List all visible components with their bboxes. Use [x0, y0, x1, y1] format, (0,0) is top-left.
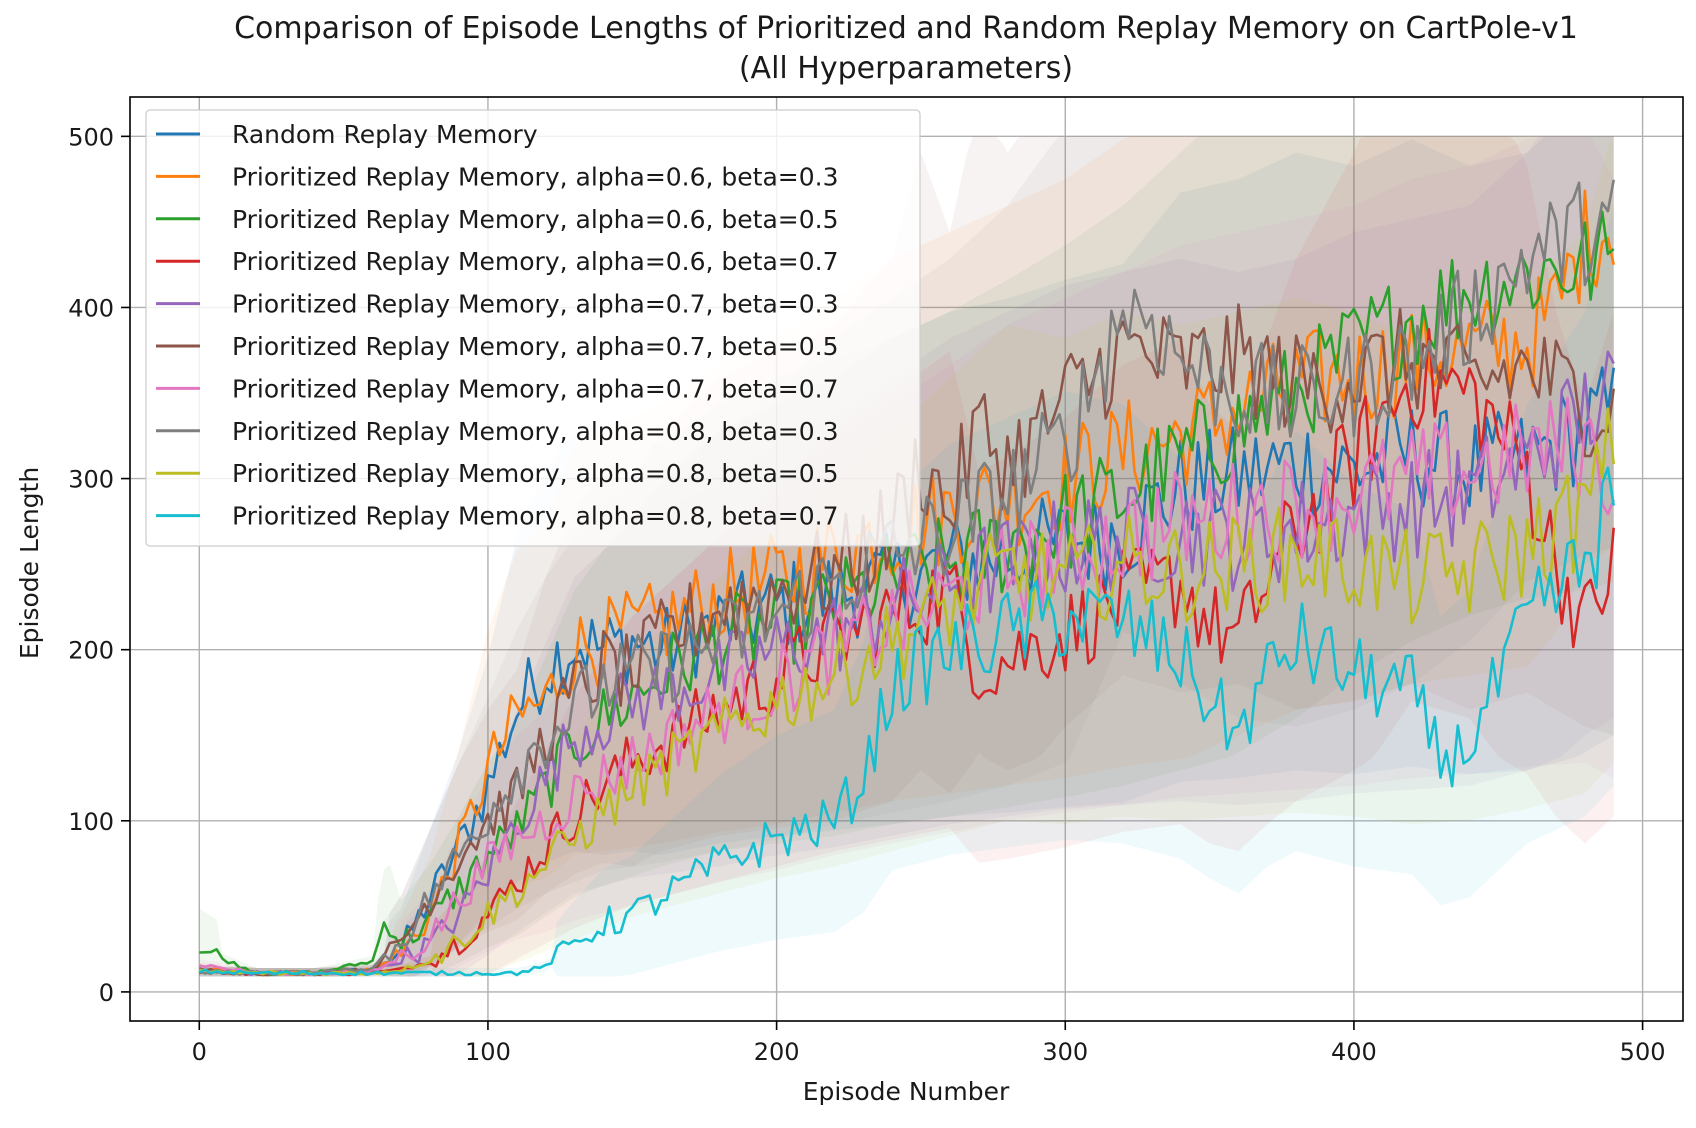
x-axis-label: Episode Number: [803, 1077, 1010, 1106]
x-tick-label: 300: [1042, 1038, 1088, 1066]
legend-label: Prioritized Replay Memory, alpha=0.8, be…: [232, 417, 839, 446]
y-tick-label: 500: [68, 123, 114, 151]
legend-label: Prioritized Replay Memory, alpha=0.7, be…: [232, 374, 839, 403]
y-tick-label: 200: [68, 637, 114, 665]
series-line-4: [199, 350, 1615, 977]
series-lines: [198, 179, 1615, 977]
series-line-8: [199, 407, 1615, 977]
legend-label: Prioritized Replay Memory, alpha=0.6, be…: [232, 247, 839, 276]
series-line-6: [198, 396, 1615, 977]
y-tick-label: 100: [68, 808, 114, 836]
legend-label: Prioritized Replay Memory, alpha=0.6, be…: [232, 205, 839, 234]
y-tick-label: 0: [99, 979, 114, 1007]
plot-frame: [129, 96, 1684, 1022]
legend-label: Prioritized Replay Memory, alpha=0.8, be…: [232, 502, 839, 531]
chart-subtitle: (All Hyperparameters): [739, 51, 1073, 86]
legend-label: Prioritized Replay Memory, alpha=0.7, be…: [232, 290, 839, 319]
x-tick-label: 0: [192, 1038, 207, 1066]
series-line-9: [198, 466, 1615, 977]
chart-title: Comparison of Episode Lengths of Priorit…: [234, 11, 1578, 46]
x-tick-label: 400: [1331, 1038, 1377, 1066]
legend-label: Prioritized Replay Memory, alpha=0.6, be…: [232, 162, 839, 191]
axis-ticks: 0 100 200 300 400 500 0 100 200 300 400 500: [68, 123, 1665, 1066]
legend-label: Prioritized Replay Memory, alpha=0.8, be…: [232, 459, 839, 488]
x-tick-label: 100: [465, 1038, 511, 1066]
series-line-7: [198, 179, 1615, 977]
y-tick-label: 300: [68, 466, 114, 494]
legend-label: Random Replay Memory: [232, 120, 538, 149]
x-tick-label: 500: [1620, 1038, 1666, 1066]
y-tick-label: 400: [68, 294, 114, 322]
x-tick-label: 200: [754, 1038, 800, 1066]
legend-label: Prioritized Replay Memory, alpha=0.7, be…: [232, 332, 839, 361]
y-axis-label: Episode Length: [15, 467, 44, 659]
legend: Random Replay Memory Prioritized Replay M…: [145, 109, 921, 547]
legend-box: [145, 109, 921, 547]
